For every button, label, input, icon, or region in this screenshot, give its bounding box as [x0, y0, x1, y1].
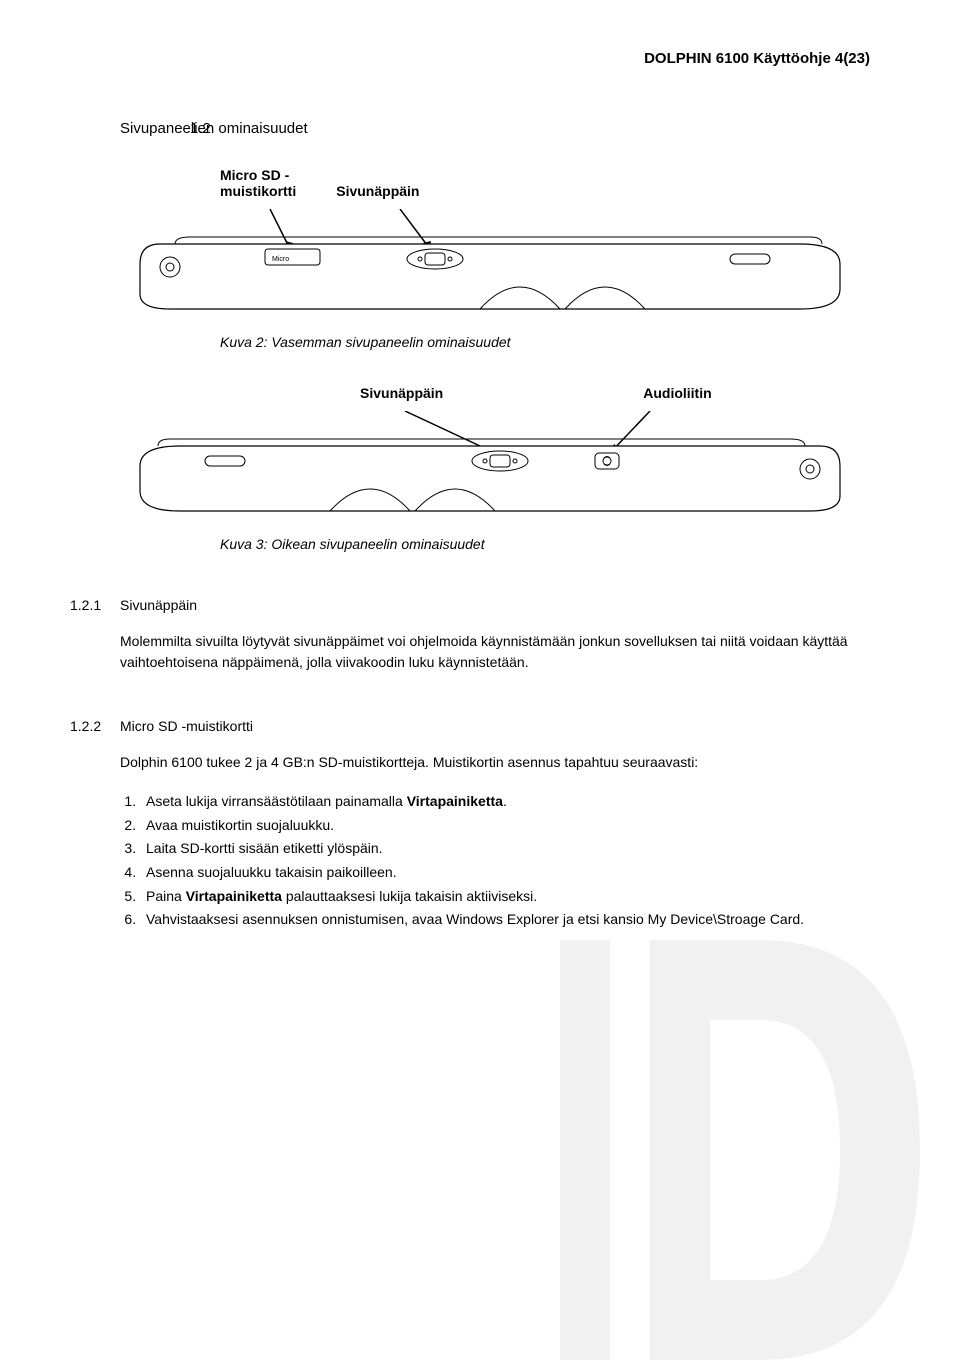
subsection-1-number: 1.2.1	[70, 597, 101, 613]
section-heading: 1.2 Sivupaneelien ominaisuudet	[120, 120, 870, 137]
step-item: Avaa muistikortin suojaluukku.	[140, 815, 870, 837]
subsection-2-title: Micro SD -muistikortti	[120, 718, 253, 734]
figure1-label-sidebutton: Sivunäppäin	[336, 183, 419, 199]
steps-list: Aseta lukija virransäästötilaan painamal…	[140, 791, 870, 931]
figure1-diagram: Micro	[120, 209, 850, 319]
subsection-2-intro: Dolphin 6100 tukee 2 ja 4 GB:n SD-muisti…	[120, 752, 870, 773]
step-item: Aseta lukija virransäästötilaan painamal…	[140, 791, 870, 813]
svg-text:Micro: Micro	[272, 256, 289, 263]
section-title-text: Sivupaneelien ominaisuudet	[120, 120, 308, 137]
step-bold: Virtapainiketta	[186, 888, 282, 904]
subsection-1-body: Molemmilta sivuilta löytyvät sivunäppäim…	[120, 631, 870, 673]
figure1-labels: Micro SD - muistikortti Sivunäppäin	[220, 167, 870, 199]
step-item: Vahvistaaksesi asennuksen onnistumisen, …	[140, 909, 870, 931]
figure1-caption: Kuva 2: Vasemman sivupaneelin ominaisuud…	[220, 334, 870, 350]
section-number: 1.2	[190, 120, 211, 137]
subsection-1-title: Sivunäppäin	[120, 597, 197, 613]
watermark-icon	[560, 940, 920, 1360]
figure2-label-sidebutton: Sivunäppäin	[360, 385, 443, 401]
figure2-caption: Kuva 3: Oikean sivupaneelin ominaisuudet	[220, 536, 870, 552]
figure2-label-audio: Audioliitin	[643, 385, 711, 401]
figure2-labels: Sivunäppäin Audioliitin	[360, 385, 870, 401]
subsection-2-number: 1.2.2	[70, 718, 101, 734]
step-item: Paina Virtapainiketta palauttaaksesi luk…	[140, 886, 870, 908]
step-item: Asenna suojaluukku takaisin paikoilleen.	[140, 862, 870, 884]
step-bold: Virtapainiketta	[407, 793, 503, 809]
step-item: Laita SD-kortti sisään etiketti ylöspäin…	[140, 838, 870, 860]
page-header: DOLPHIN 6100 Käyttöohje 4(23)	[644, 50, 870, 67]
subsection-1-heading: 1.2.1 Sivunäppäin	[120, 597, 870, 613]
figure2-diagram	[120, 411, 850, 521]
subsection-2-heading: 1.2.2 Micro SD -muistikortti	[120, 718, 870, 734]
figure1-label-microsd: Micro SD - muistikortti	[220, 167, 296, 199]
